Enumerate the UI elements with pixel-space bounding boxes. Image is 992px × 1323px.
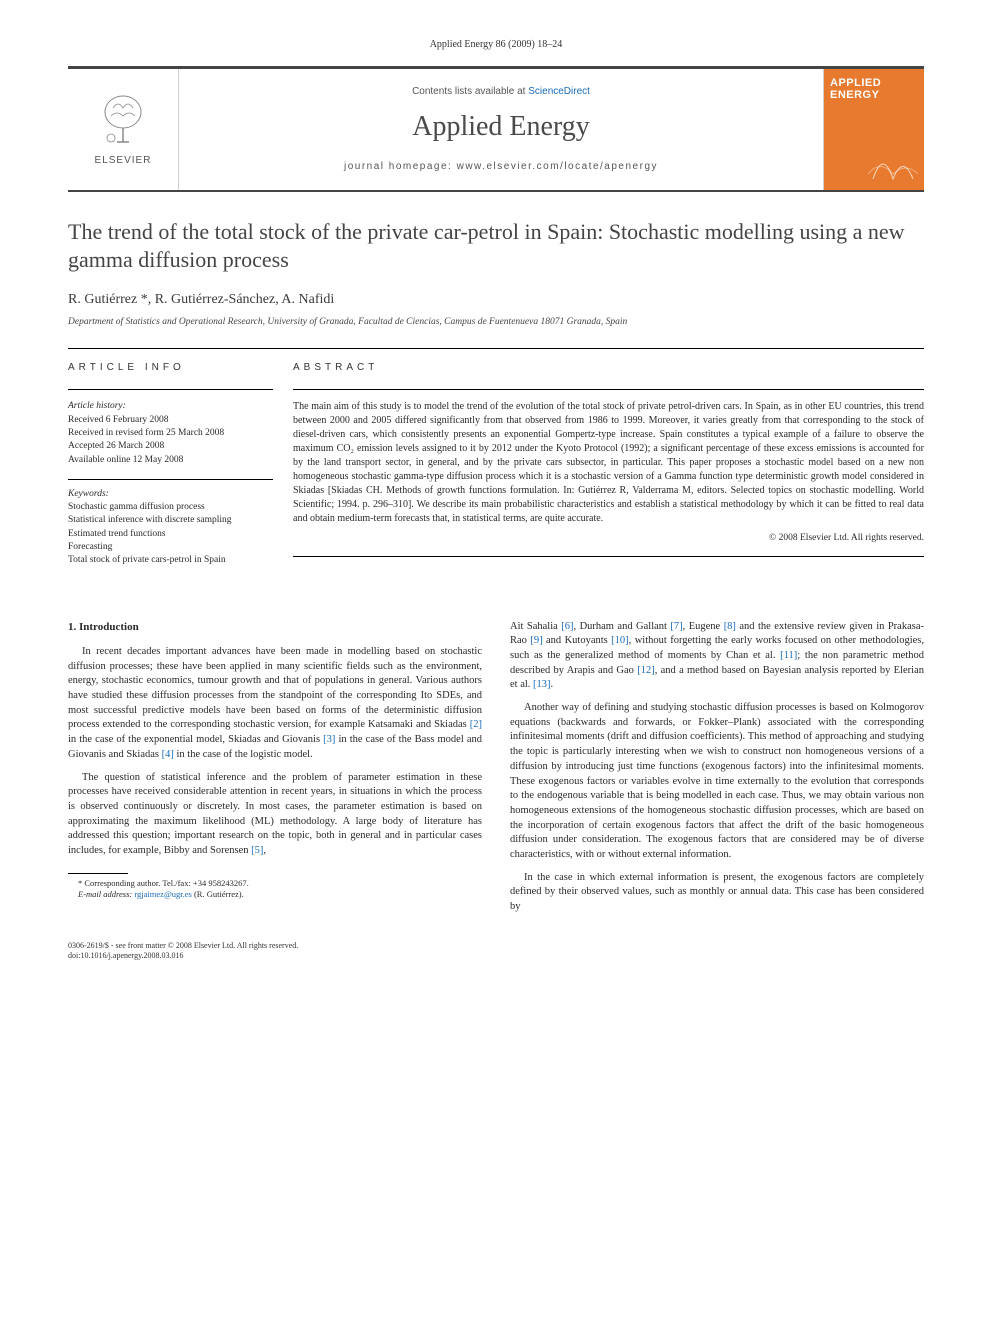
- abstract-column: ABSTRACT The main aim of this study is t…: [293, 349, 924, 579]
- cover-title-line1: APPLIED: [830, 77, 881, 89]
- homepage-url: www.elsevier.com/locate/apenergy: [457, 161, 658, 172]
- body-paragraph: In the case in which external informatio…: [510, 871, 924, 915]
- abstract-label: ABSTRACT: [293, 361, 924, 375]
- body-right-column: Ait Sahalia [6], Durham and Gallant [7],…: [510, 620, 924, 923]
- article-info-label: ARTICLE INFO: [68, 361, 273, 375]
- history-label: Article history:: [68, 400, 273, 413]
- cover-title-line2: ENERGY: [830, 89, 879, 101]
- footer-line: 0306-2619/$ - see front matter © 2008 El…: [68, 941, 924, 962]
- abstract-text: The main aim of this study is to model t…: [293, 400, 924, 526]
- authors-line: R. Gutiérrez *, R. Gutiérrez-Sánchez, A.…: [68, 291, 924, 310]
- masthead: ELSEVIER Contents lists available at Sci…: [68, 66, 924, 192]
- footer-front-matter: 0306-2619/$ - see front matter © 2008 El…: [68, 941, 924, 951]
- contents-prefix: Contents lists available at: [412, 86, 528, 97]
- journal-homepage-line: journal homepage: www.elsevier.com/locat…: [344, 160, 658, 174]
- header-citation: Applied Energy 86 (2009) 18–24: [68, 38, 924, 52]
- body-columns: 1. Introduction In recent decades import…: [68, 620, 924, 923]
- cover-title: APPLIED ENERGY: [830, 77, 881, 102]
- info-abstract-row: ARTICLE INFO Article history: Received 6…: [68, 348, 924, 579]
- elsevier-tree-icon: [93, 90, 153, 150]
- email-footnote: E-mail address: rgjaimez@ugr.es (R. Guti…: [68, 889, 482, 900]
- footer-doi: doi:10.1016/j.apenergy.2008.03.016: [68, 951, 924, 961]
- divider: [293, 389, 924, 390]
- footnote-rule: [68, 873, 128, 874]
- email-label: E-mail address:: [78, 889, 134, 899]
- history-item: Accepted 26 March 2008: [68, 440, 273, 453]
- article-title: The trend of the total stock of the priv…: [68, 218, 924, 275]
- sciencedirect-link[interactable]: ScienceDirect: [528, 86, 590, 97]
- keywords-block: Keywords: Stochastic gamma diffusion pro…: [68, 479, 273, 568]
- keyword-item: Total stock of private cars-petrol in Sp…: [68, 554, 273, 567]
- corresponding-author-footnote: * Corresponding author. Tel./fax: +34 95…: [68, 878, 482, 889]
- contents-available-line: Contents lists available at ScienceDirec…: [412, 85, 590, 99]
- keyword-item: Statistical inference with discrete samp…: [68, 514, 273, 527]
- body-paragraph: The question of statistical inference an…: [68, 771, 482, 859]
- divider: [68, 389, 273, 390]
- publisher-block: ELSEVIER: [68, 69, 178, 190]
- email-suffix: (R. Gutiérrez).: [192, 889, 244, 899]
- keyword-item: Stochastic gamma diffusion process: [68, 501, 273, 514]
- publisher-label: ELSEVIER: [95, 154, 152, 168]
- divider: [293, 556, 924, 557]
- history-item: Available online 12 May 2008: [68, 454, 273, 467]
- keyword-item: Forecasting: [68, 541, 273, 554]
- body-paragraph: Another way of defining and studying sto…: [510, 701, 924, 863]
- body-paragraph: Ait Sahalia [6], Durham and Gallant [7],…: [510, 620, 924, 693]
- abstract-copyright: © 2008 Elsevier Ltd. All rights reserved…: [293, 532, 924, 545]
- cover-deco-icon: [868, 144, 918, 184]
- body-left-column: 1. Introduction In recent decades import…: [68, 620, 482, 923]
- keyword-item: Estimated trend functions: [68, 528, 273, 541]
- journal-title: Applied Energy: [412, 108, 590, 146]
- body-paragraph: In recent decades important advances hav…: [68, 645, 482, 763]
- article-info-column: ARTICLE INFO Article history: Received 6…: [68, 349, 293, 579]
- article-history-block: Article history: Received 6 February 200…: [68, 400, 273, 466]
- history-item: Received 6 February 2008: [68, 414, 273, 427]
- section-heading: 1. Introduction: [68, 620, 482, 635]
- history-item: Received in revised form 25 March 2008: [68, 427, 273, 440]
- homepage-prefix: journal homepage:: [344, 161, 457, 172]
- keywords-label: Keywords:: [68, 488, 273, 501]
- affiliation: Department of Statistics and Operational…: [68, 316, 924, 329]
- masthead-center: Contents lists available at ScienceDirec…: [178, 69, 824, 190]
- journal-cover-thumb: APPLIED ENERGY: [824, 69, 924, 190]
- email-link[interactable]: rgjaimez@ugr.es: [134, 889, 191, 899]
